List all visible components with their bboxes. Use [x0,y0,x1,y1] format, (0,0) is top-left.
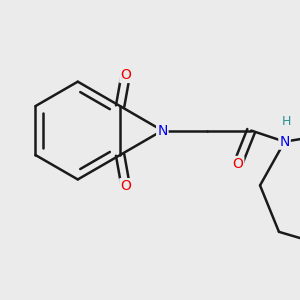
Text: O: O [120,179,131,193]
Text: O: O [232,157,243,171]
Text: N: N [279,135,290,149]
Text: O: O [120,68,131,82]
Text: N: N [157,124,167,138]
Text: H: H [282,115,292,128]
